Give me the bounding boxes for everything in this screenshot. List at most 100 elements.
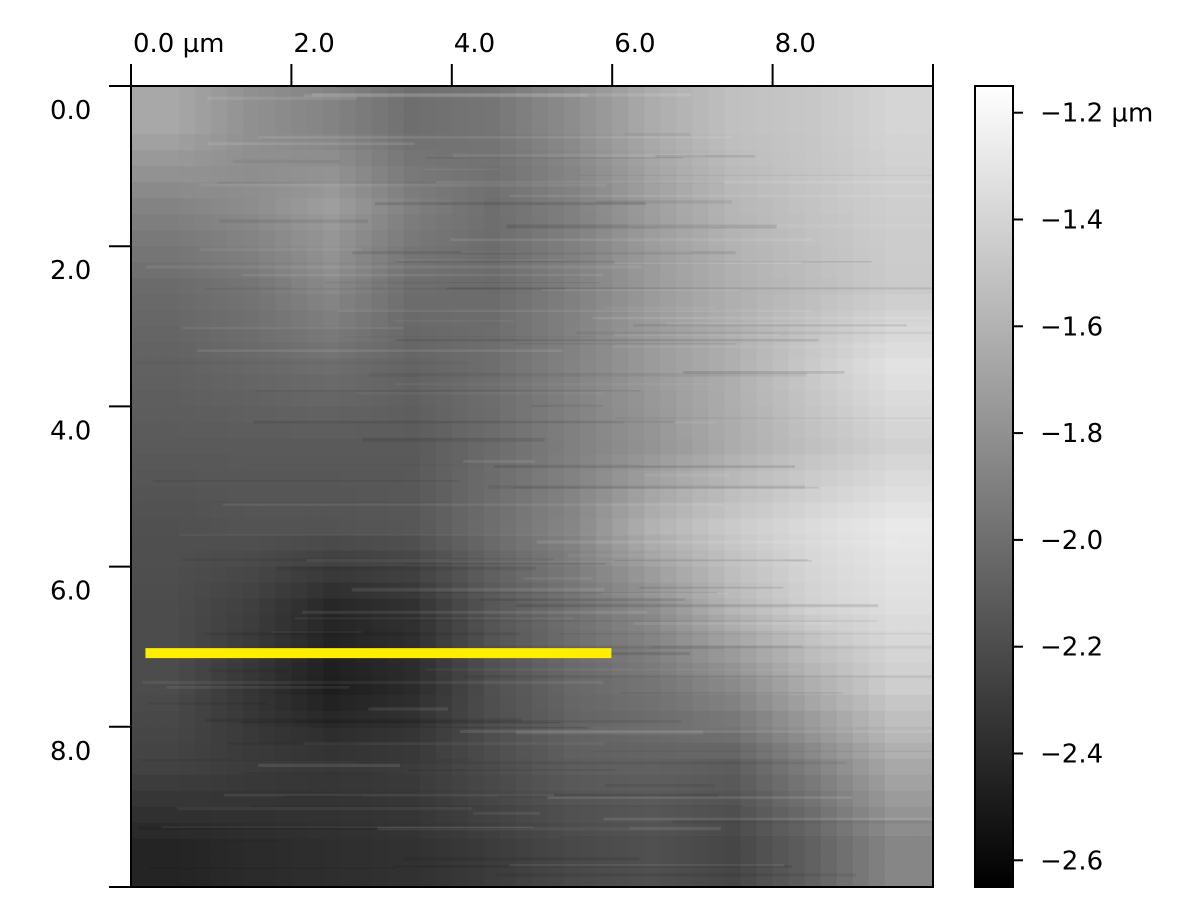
heatmap-cell [227,758,245,776]
heatmap-cell [243,262,261,280]
heatmap-cell [772,726,790,744]
heatmap-cell [147,678,164,696]
heatmap-cell [708,630,726,648]
heatmap-cell [740,742,758,760]
heatmap-cell [419,566,437,584]
heatmap-cell [387,566,405,584]
heatmap-cell [515,598,533,616]
heatmap-cell [532,550,549,568]
heatmap-cell [387,534,405,552]
heatmap-cell [403,278,421,296]
heatmap-cell [532,566,549,584]
heatmap-cell [756,486,774,504]
heatmap-cell [195,806,212,824]
heatmap-cell [804,678,822,696]
heatmap-cell [724,310,742,328]
heatmap-cell [307,374,325,392]
heatmap-cell [660,790,678,808]
heatmap-cell [195,598,212,616]
heatmap-cell [403,694,421,712]
heatmap-cell [435,822,453,840]
heatmap-cell [740,854,758,872]
heatmap-cell [596,374,613,392]
heatmap-cell [323,406,341,424]
heatmap-cell [131,502,148,520]
heatmap-cell [868,278,886,296]
heatmap-cell [419,582,437,600]
scan-line-streak [558,633,933,635]
heatmap-cell [323,342,341,360]
heatmap-cell [916,582,933,600]
heatmap-cell [483,838,501,856]
heatmap-cell [435,102,453,119]
heatmap-cell [355,678,373,696]
heatmap-cell [612,406,630,424]
heatmap-cell [900,486,918,504]
heatmap-cell [371,630,389,648]
heatmap-cell [419,790,437,808]
heatmap-cell [467,518,485,536]
heatmap-cell [163,710,180,728]
heatmap-cell [419,822,437,840]
heatmap-cell [259,758,277,776]
heatmap-cell [820,262,838,280]
heatmap-cell [323,854,341,872]
heatmap-cell [259,614,277,632]
heatmap-cell [307,470,325,488]
heatmap-cell [403,822,421,840]
heatmap-cell [788,710,806,728]
heatmap-cell [211,630,229,648]
heatmap-cell [419,454,437,472]
heatmap-cell [243,102,261,119]
heatmap-cell [628,598,646,616]
heatmap-cell [852,710,870,728]
heatmap-cell [179,134,196,151]
heatmap-cell [275,182,293,199]
heatmap-cell [451,230,469,247]
heatmap-cell [724,694,742,712]
heatmap-cell [868,774,886,792]
heatmap-cell [371,102,389,119]
heatmap-cell [211,422,229,440]
heatmap-cell [612,582,630,600]
heatmap-cell [147,694,164,712]
heatmap-cell [676,582,694,600]
heatmap-cell [628,390,646,408]
heatmap-cell [243,406,261,424]
heatmap-cell [708,838,726,856]
heatmap-cell [756,694,774,712]
heatmap-cell [227,262,245,280]
heatmap-cell [131,838,148,856]
heatmap-cell [195,102,212,119]
heatmap-cell [419,358,437,376]
heatmap-cell [291,838,309,856]
heatmap-cell [387,102,405,119]
x-tick-label: 8.0 [775,29,816,59]
heatmap-cell [644,118,662,135]
heatmap-cell [291,630,309,648]
heatmap-cell [660,166,678,183]
heatmap-cell [371,694,389,712]
heatmap-cell [644,822,662,840]
heatmap-cell [131,774,148,792]
heatmap-cell [628,182,646,199]
heatmap-cell [291,134,309,151]
heatmap-cell [532,678,549,696]
heatmap-cell [339,326,357,344]
heatmap-cell [532,694,549,712]
heatmap-cell [291,582,309,600]
heatmap-cell [884,374,902,392]
scan-line-streak [224,793,554,797]
heatmap-cell [419,550,437,568]
heatmap-cell [339,102,357,119]
heatmap-cell [916,790,933,808]
heatmap-cell [788,822,806,840]
heatmap-cell [291,374,309,392]
heatmap-cell [548,102,565,119]
heatmap-cell [852,438,870,456]
heatmap-cell [612,422,630,440]
heatmap-cell [435,422,453,440]
heatmap-cell [564,86,581,103]
heatmap-cell [147,550,164,568]
heatmap-cell [307,582,325,600]
